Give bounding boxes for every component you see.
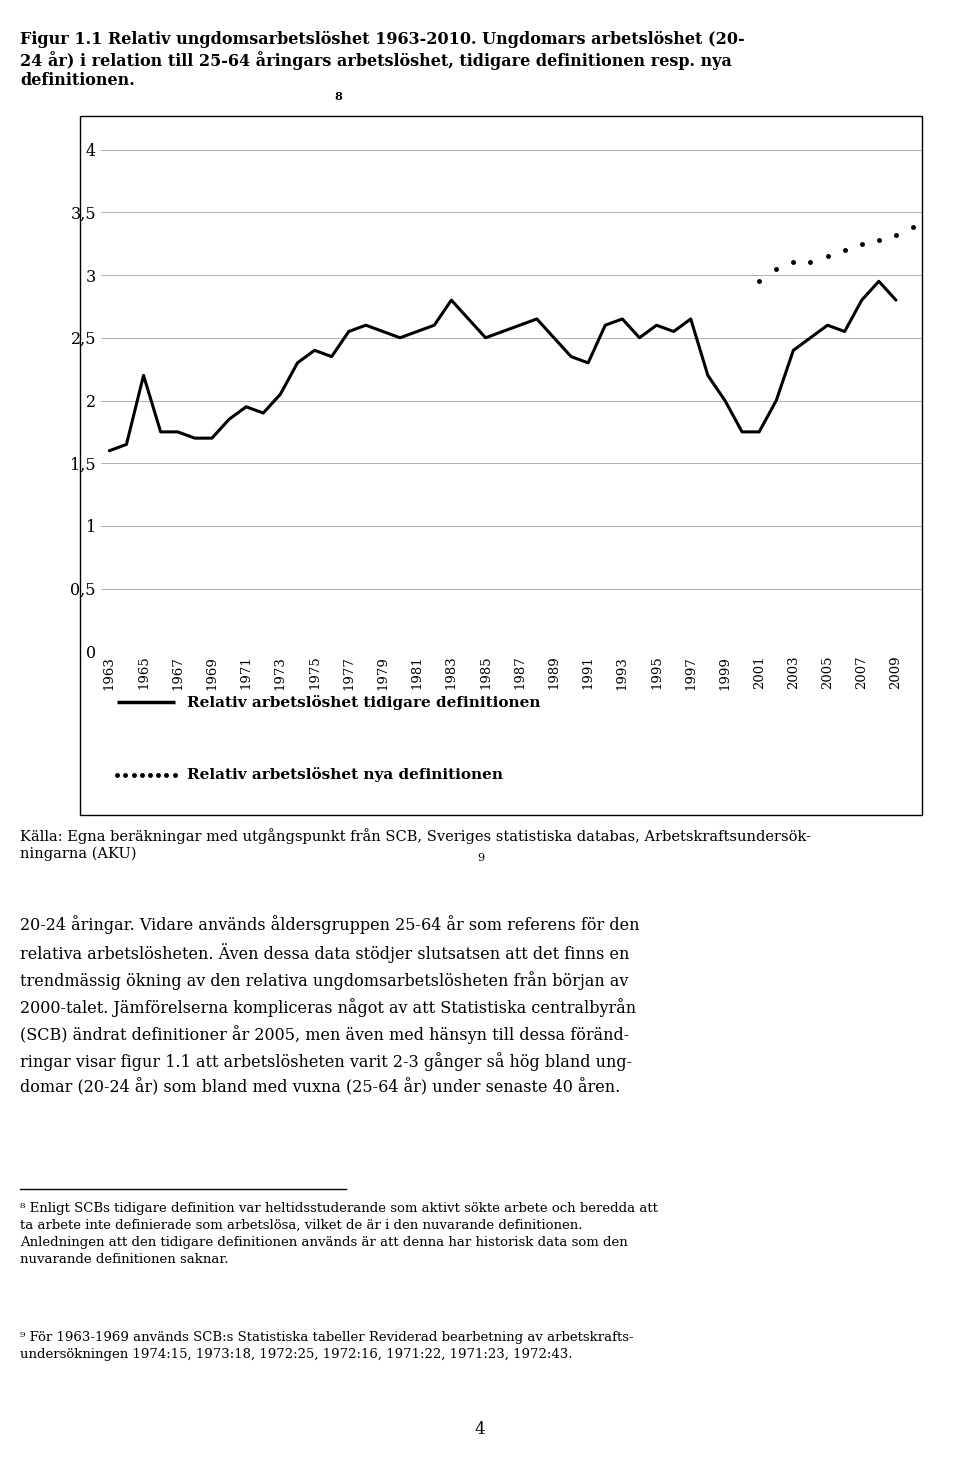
Text: Relativ arbetslöshet nya definitionen: Relativ arbetslöshet nya definitionen	[187, 767, 503, 782]
Text: 4: 4	[474, 1420, 486, 1438]
Text: ⁸ Enligt SCBs tidigare definition var heltidsstuderande som aktivt sökte arbete : ⁸ Enligt SCBs tidigare definition var he…	[20, 1202, 658, 1266]
Text: 20-24 åringar. Vidare används åldersgruppen 25-64 år som referens för den
relati: 20-24 åringar. Vidare används åldersgrup…	[20, 915, 639, 1097]
Text: 8: 8	[334, 91, 342, 102]
Text: ⁹ För 1963-1969 används SCB:s Statistiska tabeller Reviderad bearbetning av arbe: ⁹ För 1963-1969 används SCB:s Statistisk…	[20, 1331, 634, 1360]
Text: 9: 9	[477, 852, 484, 862]
Text: Figur 1.1 Relativ ungdomsarbetslöshet 1963-2010. Ungdomars arbetslöshet (20-
24 : Figur 1.1 Relativ ungdomsarbetslöshet 19…	[20, 31, 745, 89]
Text: Relativ arbetslöshet tidigare definitionen: Relativ arbetslöshet tidigare definition…	[187, 694, 540, 710]
Text: Källa: Egna beräkningar med utgångspunkt från SCB, Sveriges statistiska databas,: Källa: Egna beräkningar med utgångspunkt…	[20, 829, 811, 861]
